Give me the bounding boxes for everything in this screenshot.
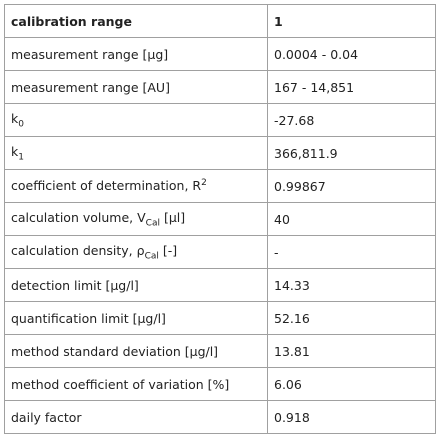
label-text: coefficient of determination, R — [11, 178, 202, 194]
label-text: k — [11, 143, 19, 159]
label-cell: detection limit [µg/l] — [4, 268, 268, 302]
label-text: quantification limit [µg/l] — [11, 310, 166, 326]
value-cell: 13.81 — [267, 334, 436, 368]
table-row: detection limit [µg/l] 14.33 — [4, 268, 436, 302]
table-row: calculation density, ρCal [-] - — [4, 235, 436, 269]
table-row: daily factor 0.918 — [4, 400, 436, 434]
value-cell: 0.0004 - 0.04 — [267, 37, 436, 71]
table-body: calibration range 1 measurement range [µ… — [4, 4, 436, 434]
label-text: [µl] — [159, 209, 186, 225]
calibration-table: calibration range 1 measurement range [µ… — [4, 4, 436, 434]
value-cell: 52.16 — [267, 301, 436, 335]
value-cell: 6.06 — [267, 367, 436, 401]
label-cell: coefficient of determination, R2 — [4, 169, 268, 203]
label-cell: method coefficient of variation [%] — [4, 367, 268, 401]
table-row: measurement range [µg] 0.0004 - 0.04 — [4, 37, 436, 71]
header-cell: calibration range — [4, 4, 268, 38]
table-row: coefficient of determination, R2 0.99867 — [4, 169, 436, 203]
label-text: measurement range [µg] — [11, 46, 169, 62]
value-cell: 167 - 14,851 — [267, 70, 436, 104]
value-cell: 0.918 — [267, 400, 436, 434]
label-cell: k0 — [4, 103, 268, 137]
label-cell: daily factor — [4, 400, 268, 434]
label-sub: Cal — [145, 218, 160, 229]
label-sub: 0 — [18, 119, 24, 130]
label-text: [-] — [158, 242, 178, 258]
label-cell: method standard deviation [µg/l] — [4, 334, 268, 368]
table-row: calculation volume, VCal [µl] 40 — [4, 202, 436, 236]
table-row: k0 -27.68 — [4, 103, 436, 137]
value-cell: 366,811.9 — [267, 136, 436, 170]
label-cell: calculation volume, VCal [µl] — [4, 202, 268, 236]
value-cell: 0.99867 — [267, 169, 436, 203]
label-text: daily factor — [11, 409, 82, 425]
value-cell: - — [267, 235, 436, 269]
table-row: method standard deviation [µg/l] 13.81 — [4, 334, 436, 368]
label-sub: 1 — [18, 152, 24, 163]
header-cell: 1 — [267, 4, 436, 38]
label-text: measurement range [AU] — [11, 79, 170, 95]
value-cell: 14.33 — [267, 268, 436, 302]
value-cell: -27.68 — [267, 103, 436, 137]
table-row: k1 366,811.9 — [4, 136, 436, 170]
label-text: method standard deviation [µg/l] — [11, 343, 219, 359]
header-row: calibration range 1 — [4, 4, 436, 38]
table-row: measurement range [AU] 167 - 14,851 — [4, 70, 436, 104]
label-cell: measurement range [µg] — [4, 37, 268, 71]
label-cell: calculation density, ρCal [-] — [4, 235, 268, 269]
label-text: k — [11, 110, 19, 126]
label-sub: Cal — [144, 251, 159, 262]
label-cell: quantification limit [µg/l] — [4, 301, 268, 335]
table-row: quantification limit [µg/l] 52.16 — [4, 301, 436, 335]
label-text: calculation density, ρ — [11, 242, 145, 258]
label-cell: measurement range [AU] — [4, 70, 268, 104]
label-cell: k1 — [4, 136, 268, 170]
label-text: detection limit [µg/l] — [11, 277, 139, 293]
label-text: method coefficient of variation [%] — [11, 376, 230, 392]
table-row: method coefficient of variation [%] 6.06 — [4, 367, 436, 401]
value-cell: 40 — [267, 202, 436, 236]
label-text: calculation volume, V — [11, 209, 146, 225]
label-sup: 2 — [201, 178, 207, 189]
